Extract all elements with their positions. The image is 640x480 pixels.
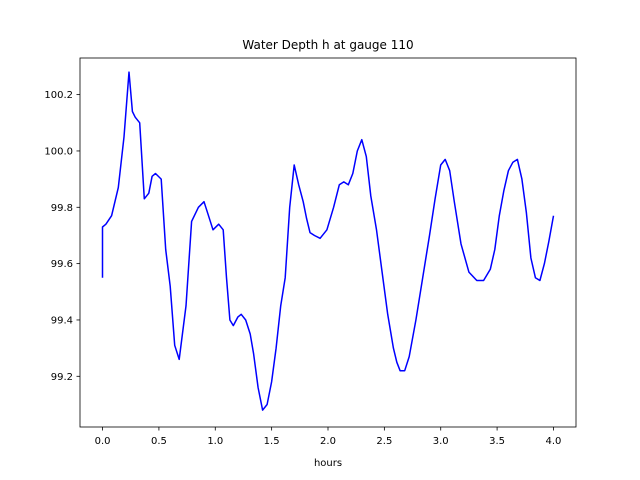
x-tick-label: 3.0 (433, 436, 449, 447)
x-tick-label: 3.5 (489, 436, 505, 447)
x-tick-label: 2.5 (376, 436, 392, 447)
y-tick-label: 99.2 (51, 372, 73, 383)
x-tick-label: 2.0 (320, 436, 336, 447)
x-axis-ticks: 0.0 0.5 1.0 1.5 2.0 2.5 3.0 3.5 4.0 (95, 427, 562, 447)
plot-frame (79, 57, 577, 428)
y-tick-label: 100.0 (44, 146, 73, 157)
chart-title: Water Depth h at gauge 110 (242, 38, 413, 52)
series-line (101, 71, 555, 411)
y-tick-label: 99.6 (51, 259, 73, 270)
y-tick-label: 100.2 (44, 90, 73, 101)
x-tick-label: 1.0 (207, 436, 223, 447)
x-axis-label: hours (314, 458, 342, 469)
y-tick-label: 99.8 (51, 203, 73, 214)
x-tick-label: 4.0 (546, 436, 562, 447)
x-tick-label: 0.0 (95, 436, 111, 447)
x-tick-label: 1.5 (264, 436, 280, 447)
x-tick-label: 0.5 (151, 436, 167, 447)
y-axis-ticks: 99.2 99.4 99.6 99.8 100.0 100.2 (44, 90, 80, 383)
y-tick-label: 99.4 (51, 315, 73, 326)
